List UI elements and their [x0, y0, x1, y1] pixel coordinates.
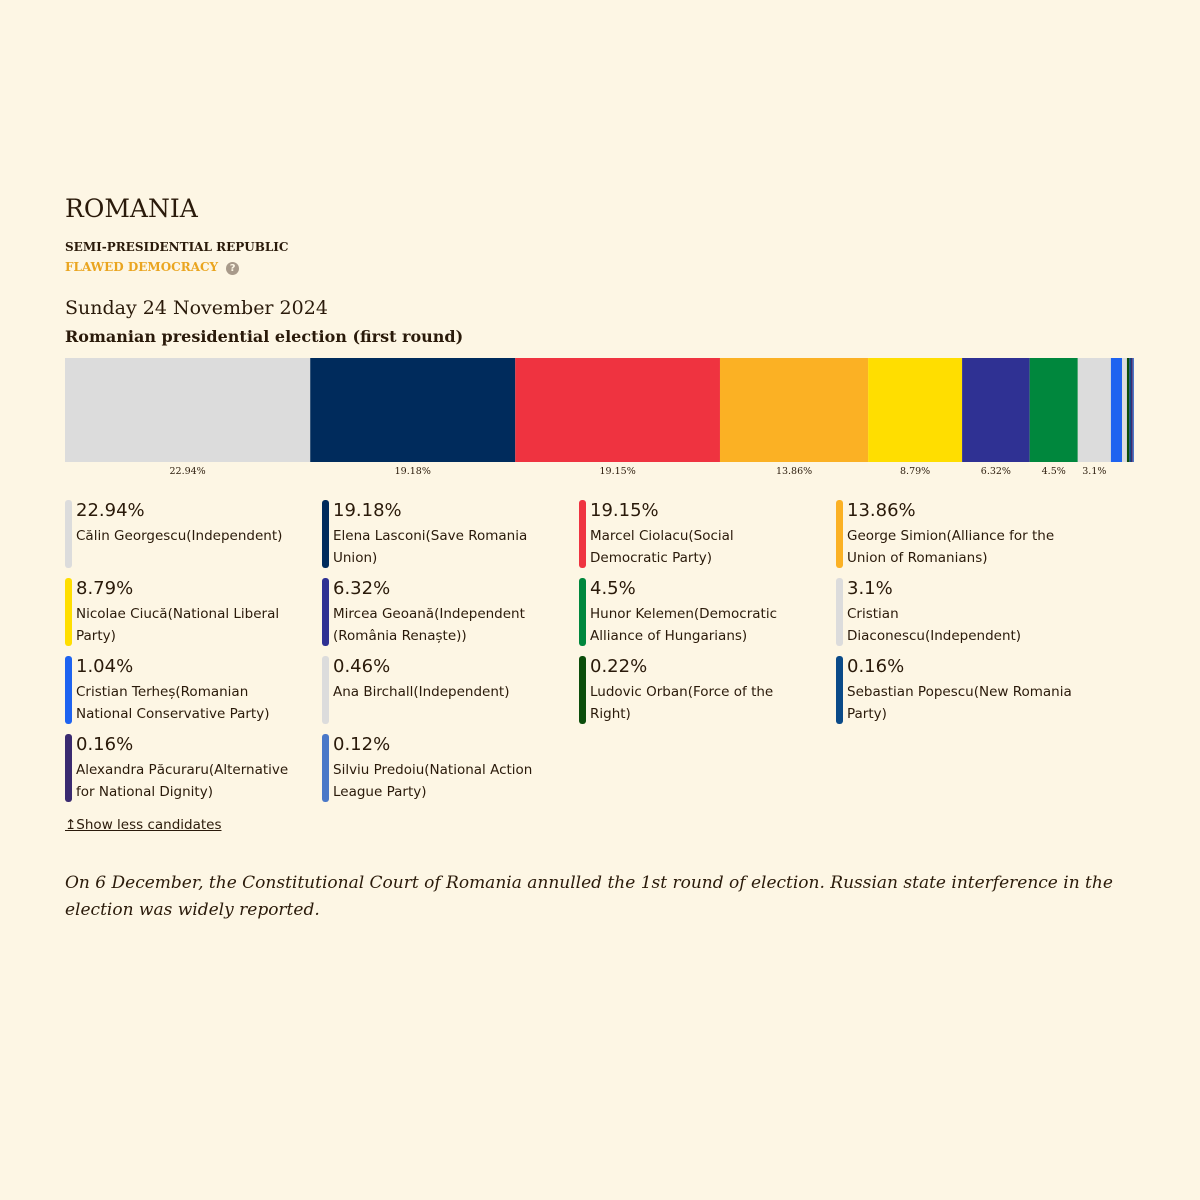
bar-segment: [65, 358, 311, 462]
candidate-name: Cristian Diaconescu(Independent): [847, 606, 1022, 644]
segment-label: 8.79%: [900, 466, 930, 477]
candidate: 0.16% Alexandra Păcuraru(Alternative for …: [65, 734, 305, 804]
candidate-swatch: [579, 500, 586, 568]
candidate-name: Marcel Ciolacu(Social Democratic Party): [590, 528, 734, 566]
candidate-percent: 19.15%: [590, 500, 659, 521]
candidate-percent: 19.18%: [333, 500, 402, 521]
candidate-percent: 4.5%: [590, 578, 636, 599]
footnote: On 6 December, the Constitutional Court …: [65, 873, 1113, 920]
candidate-name: Alexandra Păcuraru(Alternative for Natio…: [76, 762, 289, 800]
candidate-name: Ana Birchall(Independent): [333, 684, 510, 700]
candidate-percent: 0.46%: [333, 656, 391, 677]
bar-segment: [1029, 358, 1078, 462]
segment-label: 4.5%: [1042, 466, 1066, 477]
candidate: 19.15% Marcel Ciolacu(Social Democratic P…: [579, 500, 819, 570]
candidate: 4.5% Hunor Kelemen(Democratic Alliance of…: [579, 578, 819, 648]
candidate-percent: 0.12%: [333, 734, 391, 755]
candidate-swatch: [65, 500, 72, 568]
bar-segment: [962, 358, 1030, 462]
candidate-percent: 0.22%: [590, 656, 648, 677]
bar-segment: [1110, 358, 1123, 462]
democracy-label: FLAWED DEMOCRACY: [65, 260, 219, 274]
candidate-swatch: [579, 656, 586, 724]
toggle-link[interactable]: ↥Show less candidates: [65, 817, 222, 833]
candidate-swatch: [579, 578, 586, 646]
candidate-percent: 6.32%: [333, 578, 391, 599]
candidate-swatch: [322, 656, 329, 724]
help-icon[interactable]: ?: [226, 262, 240, 275]
candidate: 19.18% Elena Lasconi(Save Romania Union): [322, 500, 562, 570]
results-bar: 22.94% 19.18% 19.15% 13.86% 8.79% 6.32% 4.5% 3.…: [65, 358, 1134, 477]
candidate-name: Călin Georgescu(Independent): [76, 528, 283, 544]
candidate-percent: 0.16%: [76, 734, 134, 755]
candidate-name: Mircea Geoană(Independent (România Renaș…: [333, 606, 525, 644]
candidate: 0.22% Ludovic Orban(Force of the Right): [579, 656, 819, 726]
candidate-percent: 8.79%: [76, 578, 134, 599]
government-system: SEMI-PRESIDENTIAL REPUBLIC: [65, 240, 289, 254]
candidate: 3.1% Cristian Diaconescu(Independent): [836, 578, 1076, 648]
segment-label: 3.1%: [1082, 466, 1106, 477]
candidate-name: Cristian Terheș(Romanian National Conser…: [76, 684, 270, 722]
candidate-percent: 0.16%: [847, 656, 905, 677]
candidate-name: Elena Lasconi(Save Romania Union): [333, 528, 528, 566]
candidate-swatch: [322, 500, 329, 568]
election-title: Romanian presidential election (first ro…: [65, 327, 464, 346]
candidate-name: George Simion(Alliance for the Union of …: [847, 528, 1055, 566]
bar-segment: [1122, 358, 1127, 462]
candidate: 0.46% Ana Birchall(Independent): [322, 656, 562, 726]
segment-label: 19.15%: [600, 466, 636, 477]
country-title: ROMANIA: [65, 194, 198, 223]
candidate: 22.94% Călin Georgescu(Independent): [65, 500, 305, 570]
bar-segment: [1129, 358, 1132, 462]
segment-label: 6.32%: [981, 466, 1011, 477]
candidate-swatch: [65, 656, 72, 724]
candidate-swatch: [322, 578, 329, 646]
candidate: 1.04% Cristian Terheș(Romanian National C…: [65, 656, 305, 726]
candidate-swatch: [65, 734, 72, 802]
candidate-name: Ludovic Orban(Force of the Right): [590, 684, 774, 722]
candidate: 0.12% Silviu Predoiu(National Action Leag…: [322, 734, 562, 804]
candidate: 13.86% George Simion(Alliance for the Uni…: [836, 500, 1076, 570]
bar-segment: [868, 358, 963, 462]
candidate-swatch: [65, 578, 72, 646]
candidate-swatch: [836, 500, 843, 568]
candidate-percent: 22.94%: [76, 500, 145, 521]
candidate-percent: 1.04%: [76, 656, 134, 677]
candidate-name: Silviu Predoiu(National Action League Pa…: [333, 762, 533, 800]
candidate-name: Sebastian Popescu(New Romania Party): [847, 684, 1072, 722]
bar-segment: [515, 358, 720, 462]
candidate-percent: 3.1%: [847, 578, 893, 599]
bar-segment: [1131, 358, 1133, 462]
bar-segment: [719, 358, 869, 462]
candidate: 6.32% Mircea Geoană(Independent (România …: [322, 578, 562, 648]
bar-segment: [310, 358, 516, 462]
segment-label: 13.86%: [776, 466, 812, 477]
bar-segment: [1132, 358, 1134, 462]
segment-label: 19.18%: [395, 466, 431, 477]
election-date: Sunday 24 November 2024: [65, 297, 328, 319]
candidate-swatch: [322, 734, 329, 802]
bar-segment: [1077, 358, 1111, 462]
candidate-swatch: [836, 578, 843, 646]
candidate-name: Nicolae Ciucă(National Liberal Party): [76, 606, 280, 644]
bar-segment: [1126, 358, 1130, 462]
democracy-index: FLAWED DEMOCRACY?: [65, 260, 240, 275]
candidate-name: Hunor Kelemen(Democratic Alliance of Hun…: [590, 606, 778, 644]
candidate-percent: 13.86%: [847, 500, 916, 521]
segment-label: 22.94%: [169, 466, 205, 477]
candidate: 8.79% Nicolae Ciucă(National Liberal Part…: [65, 578, 305, 648]
candidate-swatch: [836, 656, 843, 724]
candidate: 0.16% Sebastian Popescu(New Romania Party…: [836, 656, 1076, 726]
